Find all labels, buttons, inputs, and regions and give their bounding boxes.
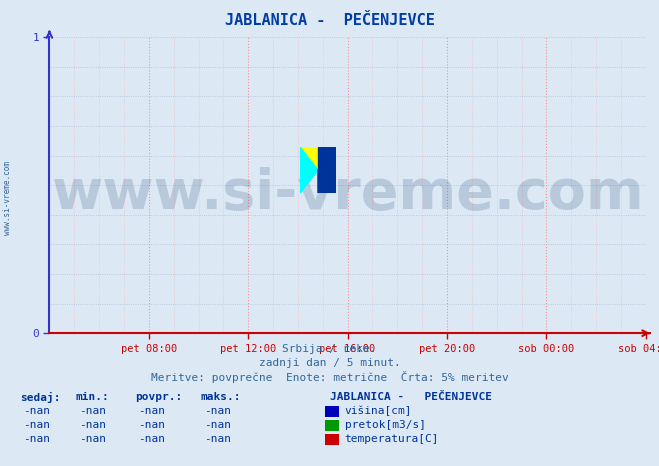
Text: -nan: -nan — [138, 434, 165, 444]
Text: JABLANICA -  PEČENJEVCE: JABLANICA - PEČENJEVCE — [225, 14, 434, 28]
Text: maks.:: maks.: — [201, 392, 241, 402]
Text: -nan: -nan — [204, 406, 231, 416]
Text: -nan: -nan — [204, 434, 231, 444]
Text: -nan: -nan — [79, 434, 105, 444]
Text: Srbija / reke.: Srbija / reke. — [282, 344, 377, 355]
Text: pretok[m3/s]: pretok[m3/s] — [345, 420, 426, 430]
Text: sedaj:: sedaj: — [20, 391, 60, 403]
Polygon shape — [318, 147, 336, 193]
Text: temperatura[C]: temperatura[C] — [345, 434, 439, 444]
Text: -nan: -nan — [79, 406, 105, 416]
Text: zadnji dan / 5 minut.: zadnji dan / 5 minut. — [258, 358, 401, 369]
Polygon shape — [300, 147, 318, 170]
Text: -nan: -nan — [23, 420, 49, 430]
Polygon shape — [318, 147, 336, 170]
Text: povpr.:: povpr.: — [135, 392, 183, 402]
Text: www.si-vreme.com: www.si-vreme.com — [3, 161, 13, 235]
Text: Meritve: povprečne  Enote: metrične  Črta: 5% meritev: Meritve: povprečne Enote: metrične Črta:… — [151, 371, 508, 384]
Text: -nan: -nan — [138, 420, 165, 430]
Text: -nan: -nan — [138, 406, 165, 416]
Polygon shape — [300, 147, 318, 193]
Text: višina[cm]: višina[cm] — [345, 406, 412, 416]
Text: -nan: -nan — [79, 420, 105, 430]
Text: min.:: min.: — [76, 392, 109, 402]
Text: -nan: -nan — [204, 420, 231, 430]
Text: www.si-vreme.com: www.si-vreme.com — [51, 167, 644, 221]
Text: JABLANICA -   PEČENJEVCE: JABLANICA - PEČENJEVCE — [330, 392, 492, 402]
Text: -nan: -nan — [23, 406, 49, 416]
Text: -nan: -nan — [23, 434, 49, 444]
Polygon shape — [318, 147, 336, 193]
